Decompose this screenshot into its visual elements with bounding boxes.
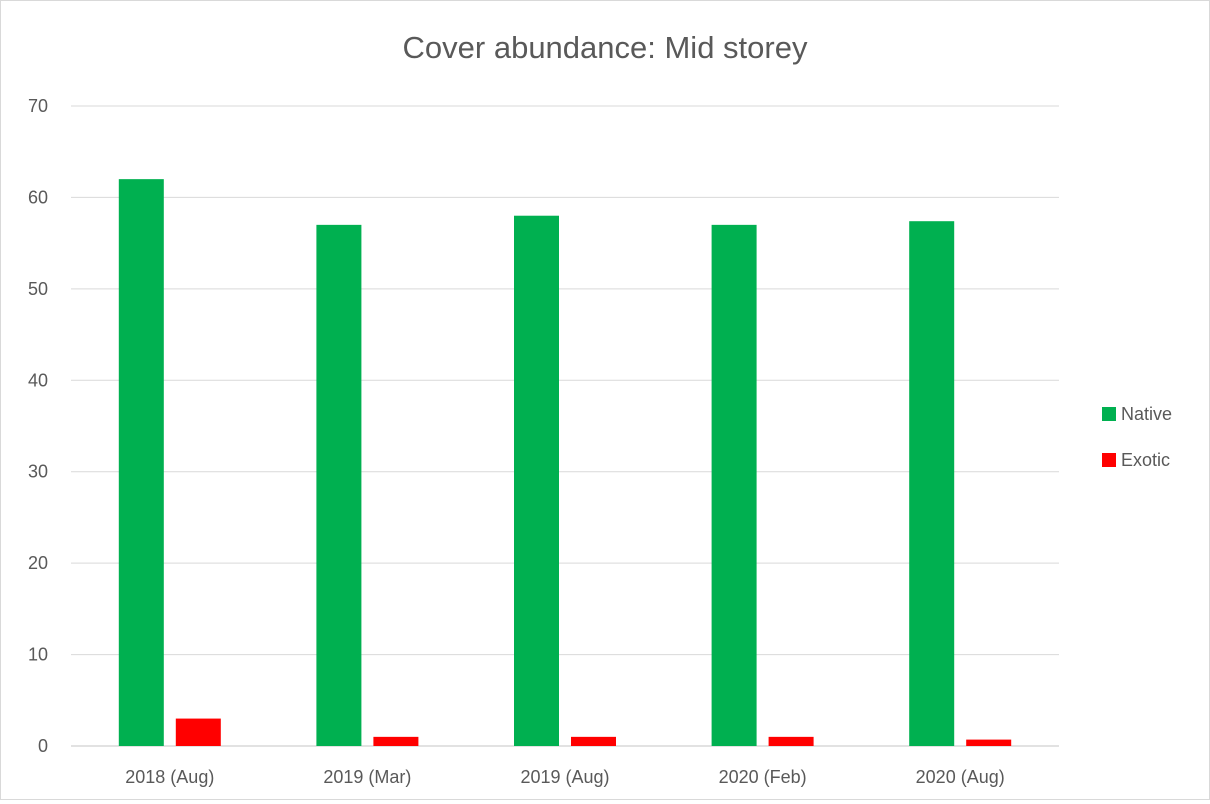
bar-native-3 <box>711 224 757 746</box>
y-tick-label: 10 <box>28 645 48 665</box>
bar-native-2 <box>514 215 559 746</box>
y-tick-label: 0 <box>38 736 48 756</box>
legend-swatch-exotic <box>1102 453 1116 467</box>
legend-label-exotic: Exotic <box>1121 450 1170 470</box>
legend-swatch-native <box>1102 407 1116 421</box>
y-tick-label: 40 <box>28 370 48 390</box>
bar-native-4 <box>909 221 955 746</box>
x-tick-label: 2019 (Mar) <box>323 767 411 787</box>
legend: Native Exotic <box>1102 404 1172 470</box>
y-tick-label: 50 <box>28 279 48 299</box>
bar-native-0 <box>118 179 164 747</box>
bar-exotic-1 <box>373 736 419 746</box>
bars <box>118 179 1012 747</box>
y-axis-ticks: 0 10 20 30 40 50 60 70 <box>28 96 48 756</box>
chart-title: Cover abundance: Mid storey <box>403 30 808 65</box>
gridlines <box>71 105 1059 747</box>
x-tick-label: 2019 (Aug) <box>520 767 609 787</box>
y-tick-label: 20 <box>28 553 48 573</box>
legend-label-native: Native <box>1121 404 1172 424</box>
y-tick-label: 70 <box>28 96 48 116</box>
bar-exotic-2 <box>571 736 616 746</box>
bar-exotic-4 <box>966 739 1012 746</box>
bar-exotic-0 <box>175 718 221 746</box>
x-tick-label: 2018 (Aug) <box>125 767 214 787</box>
x-tick-label: 2020 (Feb) <box>719 767 807 787</box>
bar-native-1 <box>316 224 362 746</box>
y-tick-label: 30 <box>28 462 48 482</box>
bar-exotic-3 <box>768 736 814 746</box>
y-tick-label: 60 <box>28 187 48 207</box>
x-axis-ticks: 2018 (Aug) 2019 (Mar) 2019 (Aug) 2020 (Feb)… <box>125 767 1004 787</box>
x-tick-label: 2020 (Aug) <box>916 767 1005 787</box>
